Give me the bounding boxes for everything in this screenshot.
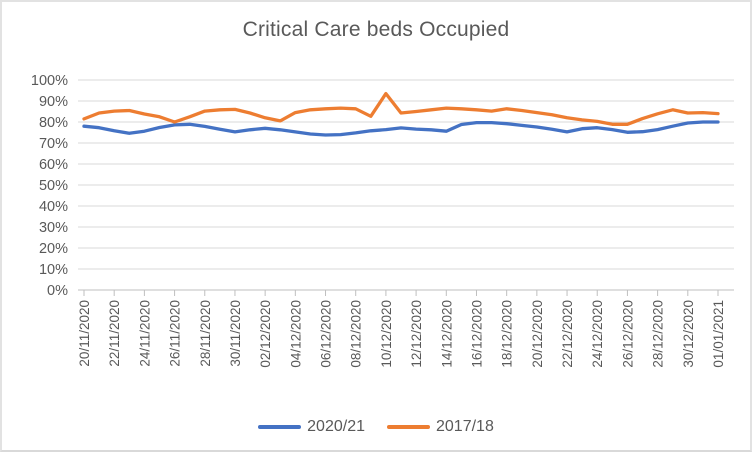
x-axis-tick-label: 02/12/2020 — [258, 300, 273, 368]
y-axis-tick-label: 10% — [39, 262, 68, 278]
series-line-2020-21 — [82, 120, 720, 137]
y-axis-tick-label: 70% — [39, 136, 68, 152]
y-axis-tick-label: 100% — [31, 73, 68, 89]
series-line-2017-18 — [82, 91, 720, 126]
x-axis-tick-label: 16/12/2020 — [469, 300, 484, 368]
legend-label: 2020/21 — [307, 418, 365, 435]
y-axis-tick-label: 20% — [39, 241, 68, 257]
x-axis-tick-label: 06/12/2020 — [319, 300, 334, 368]
x-axis-tick-label: 22/12/2020 — [560, 300, 575, 368]
x-axis-tick-label: 20/12/2020 — [530, 300, 545, 368]
x-axis-tick-label: 20/11/2020 — [77, 300, 92, 367]
x-axis-tick-label: 26/11/2020 — [168, 300, 183, 367]
y-axis-tick-label: 40% — [39, 199, 68, 215]
chart-title: Critical Care beds Occupied — [242, 18, 510, 41]
x-axis-tick-label: 01/01/2021 — [711, 300, 726, 368]
legend-line-swatch — [387, 424, 430, 430]
x-axis-tick-label: 18/12/2020 — [500, 300, 515, 368]
y-axis-tick-label: 30% — [39, 220, 68, 236]
x-axis-tick-label: 14/12/2020 — [439, 300, 454, 368]
x-axis-tick-label: 28/11/2020 — [198, 300, 213, 367]
x-axis-tick-label: 04/12/2020 — [288, 300, 303, 368]
x-axis-tick-label: 28/12/2020 — [651, 300, 666, 368]
legend: 2020/21 2017/18 — [2, 418, 750, 436]
legend-item-2020-21: 2020/21 — [258, 418, 365, 436]
x-axis-tick-label: 30/11/2020 — [228, 300, 243, 367]
y-axis-tick-label: 50% — [39, 178, 68, 194]
y-axis-tick-label: 60% — [39, 157, 68, 173]
x-axis-tick-label: 26/12/2020 — [620, 300, 635, 368]
x-axis-tick-label: 30/12/2020 — [681, 300, 696, 368]
legend-line-swatch — [258, 424, 302, 430]
y-axis-tick-label: 0% — [47, 283, 68, 299]
x-axis-tick-label: 22/11/2020 — [107, 300, 122, 367]
x-axis-tick-label: 08/12/2020 — [349, 300, 364, 368]
y-axis-tick-label: 90% — [39, 94, 68, 110]
y-axis-tick-label: 80% — [39, 115, 68, 131]
x-axis-tick-label: 12/12/2020 — [409, 300, 424, 368]
legend-item-2017-18: 2017/18 — [387, 418, 494, 436]
x-axis-tick-label: 24/11/2020 — [137, 300, 152, 367]
x-axis-tick-label: 10/12/2020 — [379, 300, 394, 368]
legend-label: 2017/18 — [436, 418, 494, 435]
x-axis-tick-label: 24/12/2020 — [590, 300, 605, 368]
